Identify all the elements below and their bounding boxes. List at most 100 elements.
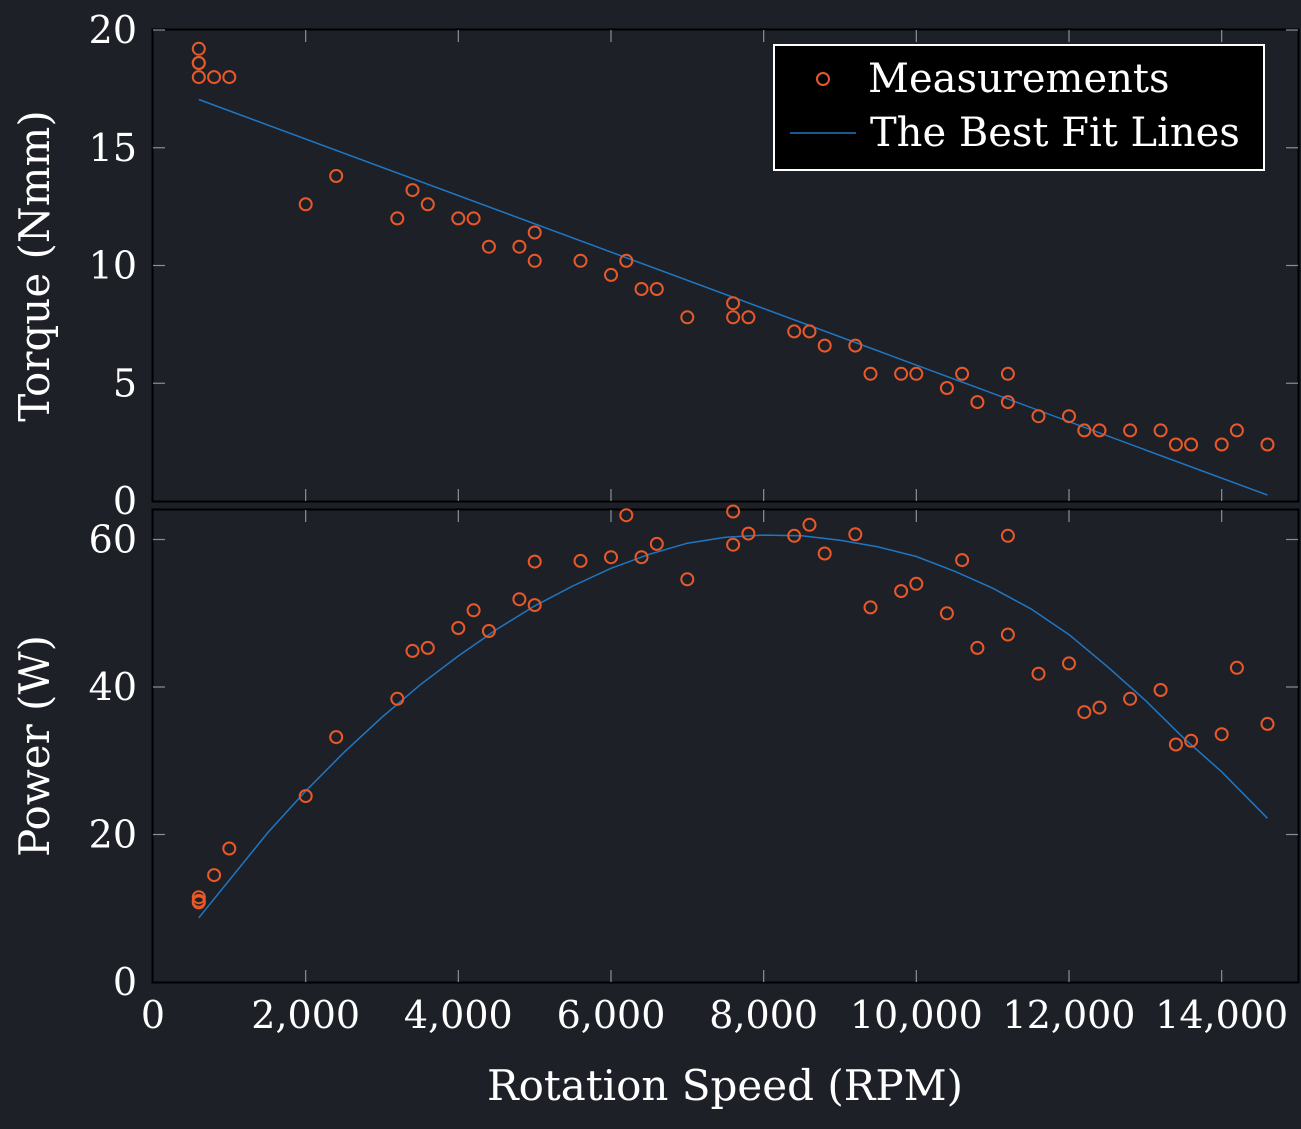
torque-measurement-points <box>191 41 1275 452</box>
measurement-point <box>939 381 954 395</box>
measurement-point <box>573 553 588 568</box>
measurement-point <box>527 225 542 240</box>
power-tick-marks <box>153 510 1298 982</box>
torque-panel: 0 5 10 15 20 Torque (Nmm) <box>10 8 1300 523</box>
measurement-point <box>191 56 206 70</box>
measurement-point <box>1153 423 1168 438</box>
x-tick-label: 0 <box>141 993 165 1037</box>
y-tick-label: 10 <box>89 244 137 288</box>
measurement-point <box>817 546 832 561</box>
measurement-point <box>573 253 588 268</box>
legend: Measurements The Best Fit Lines <box>773 44 1265 171</box>
measurement-point <box>1229 423 1244 438</box>
measurement-point <box>619 508 634 523</box>
measurement-point <box>1168 437 1183 452</box>
measurement-point <box>649 282 664 296</box>
x-tick-label: 14,000 <box>1155 993 1288 1037</box>
measurement-point <box>726 310 741 325</box>
measurement-point <box>680 572 695 587</box>
measurement-point <box>634 550 649 565</box>
measurement-point <box>1092 423 1107 438</box>
measurement-point <box>451 211 466 226</box>
measurement-point <box>817 338 832 353</box>
measurement-point <box>909 576 924 591</box>
y-tick-label: 40 <box>89 665 137 709</box>
legend-measurements-label: Measurements <box>868 56 1170 102</box>
measurement-point <box>741 310 756 325</box>
measurement-point <box>894 584 909 599</box>
measurement-point <box>680 310 695 325</box>
measurement-point <box>741 526 756 541</box>
measurement-point <box>512 592 527 607</box>
measurement-point <box>207 868 222 883</box>
measurement-point <box>863 366 878 381</box>
x-tick-label: 6,000 <box>557 993 666 1037</box>
x-tick-label: 8,000 <box>709 993 818 1037</box>
measurement-point <box>512 239 527 254</box>
measurement-point <box>604 550 618 565</box>
measurement-point <box>619 253 634 268</box>
x-tick-label: 12,000 <box>1003 993 1136 1037</box>
measurement-point <box>527 598 542 613</box>
measurement-point <box>1000 528 1015 543</box>
measurement-point <box>726 504 741 519</box>
measurement-point <box>191 41 206 56</box>
measurement-point <box>1184 733 1199 748</box>
y-tick-label: 5 <box>113 361 137 405</box>
measurement-point <box>329 730 344 745</box>
measurement-point <box>420 197 435 212</box>
power-fit-line-group <box>198 534 1269 919</box>
measurement-point <box>390 211 405 226</box>
measurement-point <box>222 70 237 85</box>
measurement-point <box>955 553 970 568</box>
measurement-point <box>1214 437 1229 452</box>
measurement-point <box>955 366 970 381</box>
measurement-point <box>1031 409 1046 424</box>
measurement-point <box>726 296 741 311</box>
measurement-point <box>222 841 237 856</box>
x-tick-label: 2,000 <box>251 993 360 1037</box>
measurement-point <box>466 603 481 618</box>
measurement-point <box>527 253 542 268</box>
y-tick-label: 0 <box>113 479 137 523</box>
measurement-point <box>909 366 924 381</box>
torque-y-tick-labels: 0 5 10 15 20 <box>89 8 137 523</box>
power-x-tick-labels: 0 2,000 4,000 6,000 8,000 10,000 12,000 14,000 <box>141 993 1288 1037</box>
measurement-point <box>1077 705 1092 720</box>
measurement-point <box>1000 395 1015 410</box>
power-y-tick-labels: 0 20 40 60 <box>89 518 137 1005</box>
measurement-point <box>405 183 420 198</box>
measurement-point <box>1123 423 1138 438</box>
measurement-point <box>1168 737 1183 752</box>
measurement-point <box>970 640 985 655</box>
measurement-point <box>298 197 313 212</box>
torque-tick-marks <box>153 29 1298 501</box>
measurement-point <box>802 324 817 339</box>
x-axis-title: Rotation Speed (RPM) <box>487 1061 963 1110</box>
measurement-point <box>1062 409 1076 424</box>
measurement-point <box>848 527 863 542</box>
measurement-point <box>481 624 496 638</box>
measurement-point <box>787 528 802 543</box>
power-measurement-points <box>191 504 1275 910</box>
measurement-point <box>1229 660 1244 675</box>
legend-box <box>773 44 1265 171</box>
torque-y-axis-title: Torque (Nmm) <box>10 110 59 421</box>
measurement-point <box>466 211 481 226</box>
measurement-point <box>1153 683 1168 697</box>
power-y-axis-title: Power (W) <box>10 635 59 857</box>
legend-measurements-marker <box>816 72 830 86</box>
measurement-point <box>1123 691 1138 706</box>
y-tick-label: 15 <box>89 126 137 170</box>
y-tick-label: 20 <box>89 8 137 52</box>
measurement-point <box>191 890 206 905</box>
y-tick-label: 20 <box>89 813 137 857</box>
measurement-point <box>863 600 878 615</box>
measurement-point <box>1062 656 1076 671</box>
measurement-point <box>1260 716 1275 731</box>
measurement-point <box>420 640 435 655</box>
measurement-point <box>939 606 954 621</box>
fit-line <box>198 534 1269 919</box>
